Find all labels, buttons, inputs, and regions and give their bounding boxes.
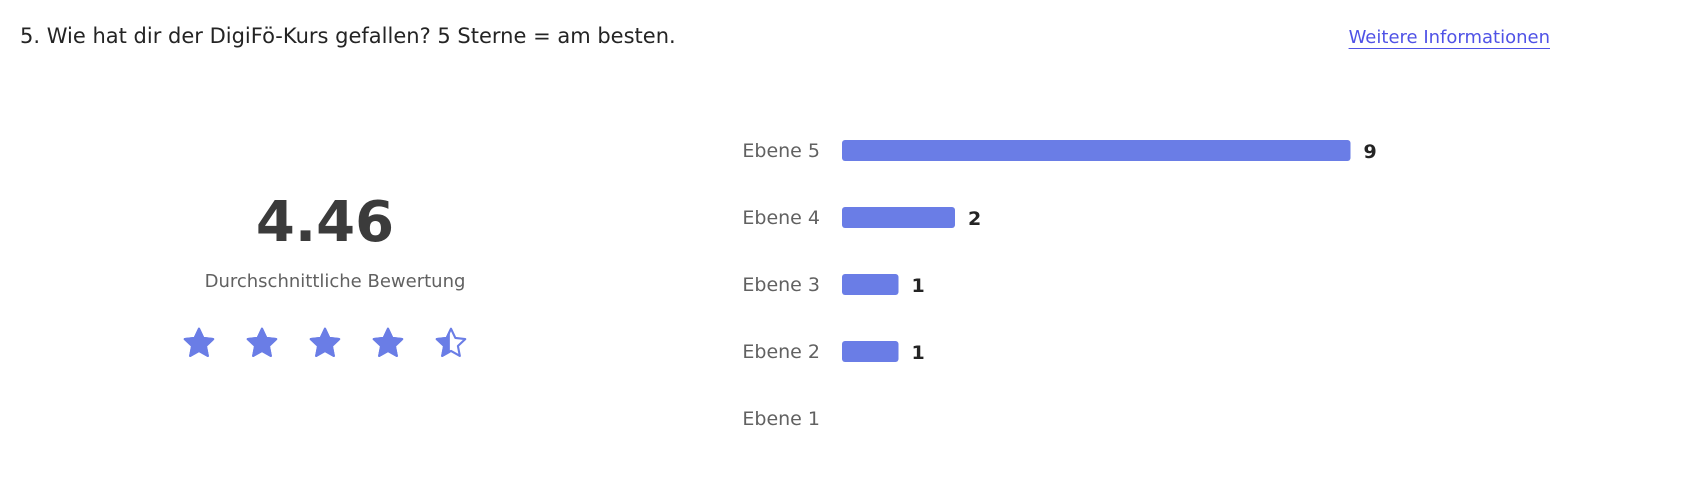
star-icon <box>372 327 404 357</box>
bar <box>842 207 955 228</box>
star-icon <box>246 327 278 357</box>
star-icon <box>183 327 215 357</box>
rating-stars <box>181 325 469 361</box>
data-label: 9 <box>1364 141 1377 163</box>
more-info-link[interactable]: Weitere Informationen <box>1348 27 1550 48</box>
data-label: 2 <box>968 208 981 230</box>
average-rating-label: Durchschnittliche Bewertung <box>204 271 466 292</box>
bar <box>842 341 899 362</box>
bar <box>842 140 1351 161</box>
data-label: 1 <box>912 342 925 364</box>
category-label: Ebene 2 <box>742 341 820 363</box>
star-icon <box>309 327 341 357</box>
question-title: 5. Wie hat dir der DigiFö-Kurs gefallen?… <box>20 24 676 48</box>
category-label: Ebene 5 <box>742 140 820 162</box>
average-rating-value: 4.46 <box>255 190 395 255</box>
star-icon <box>435 327 467 357</box>
category-label: Ebene 3 <box>742 274 820 296</box>
data-label: 1 <box>912 275 925 297</box>
bar <box>842 274 899 295</box>
category-label: Ebene 4 <box>742 207 820 229</box>
category-label: Ebene 1 <box>742 408 820 430</box>
